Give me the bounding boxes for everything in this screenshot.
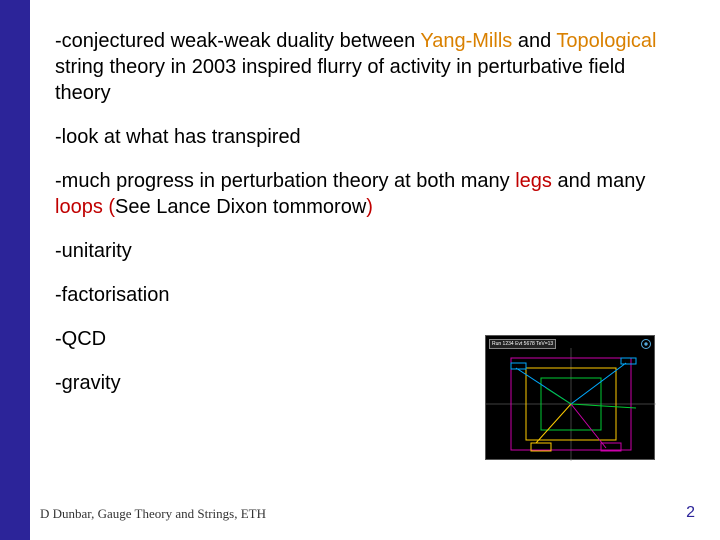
paren-close: ) [366,196,373,218]
detector-diagram: Run 1234 Evt 5678 TeV=13 [485,335,655,460]
bullet-1: -conjectured weak-weak duality between Y… [55,28,680,106]
footer-text: D Dunbar, Gauge Theory and Strings, ETH [40,506,266,522]
detector-svg [486,348,656,461]
text: and many [552,170,645,192]
text: -conjectured weak-weak duality between [55,30,420,52]
text: See Lance Dixon tommorow [115,196,366,218]
highlight-topological: Topological [556,30,656,52]
highlight-loops: loops [55,196,103,218]
text: and [512,30,556,52]
page-number: 2 [686,504,695,522]
text: string theory in 2003 inspired flurry of… [55,56,625,104]
text: -much progress in perturbation theory at… [55,170,515,192]
bullet-3: -much progress in perturbation theory at… [55,168,680,220]
highlight-legs: legs [515,170,552,192]
bullet-2: -look at what has transpired [55,124,680,150]
highlight-yang-mills: Yang-Mills [420,30,512,52]
bullet-5: -factorisation [55,282,680,308]
slide-sidebar [0,0,30,540]
bullet-4: -unitarity [55,238,680,264]
